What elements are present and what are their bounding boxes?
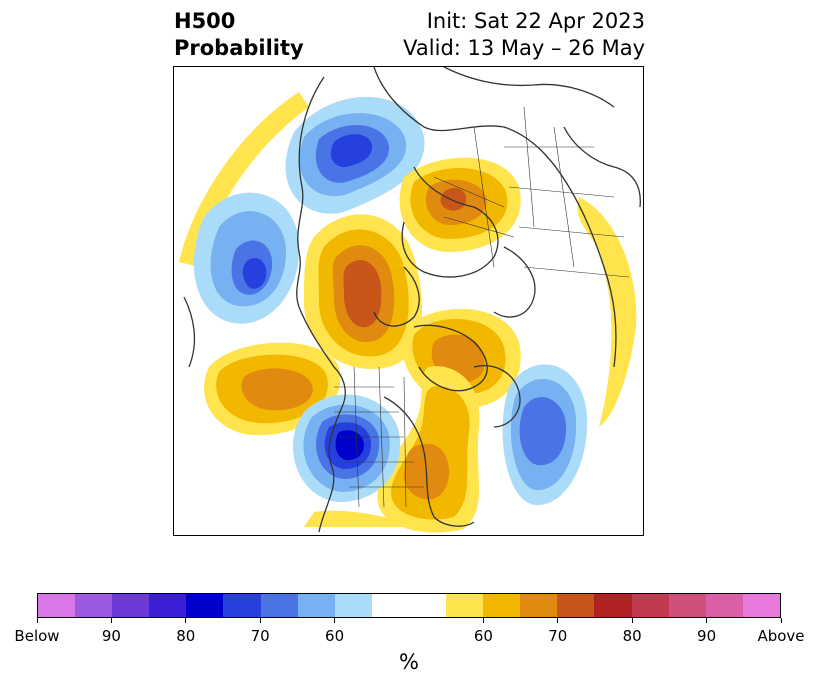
anomaly-below-western-us	[292, 394, 401, 502]
colorbar-tick-label: 80	[622, 627, 642, 645]
colorbar-segment-above-5	[631, 594, 669, 617]
colorbar-tick-label: 70	[548, 627, 568, 645]
colorbar-segment-below-4	[186, 594, 224, 617]
init-date: Init: Sat 22 Apr 2023	[426, 9, 645, 33]
colorbar-segment-below-5	[223, 594, 261, 617]
colorbar-tick-mark	[631, 618, 633, 623]
anomaly-below-pacific	[193, 192, 300, 324]
colorbar-segment-below-6	[260, 594, 298, 617]
colorbar-segment-below-8	[334, 594, 372, 617]
colorbar-tick-label: 80	[176, 627, 196, 645]
anomaly-below-atlantic	[502, 364, 588, 506]
anomaly-above-russia	[399, 157, 521, 252]
colorbar-tick-label: 60	[325, 627, 345, 645]
anomaly-above-55-atlantic-arc	[577, 197, 637, 427]
colorbar-segment-above-1	[483, 594, 521, 617]
valid-range: Valid: 13 May – 26 May	[403, 36, 645, 60]
colorbar-tick-label: 90	[101, 627, 121, 645]
map-edge-gap	[174, 282, 182, 317]
colorbar-segment-below-1	[75, 594, 113, 617]
colorbar-tick-label: Below	[14, 627, 60, 645]
colorbar-segment-below-0	[38, 594, 76, 617]
colorbar-tick-label: 60	[473, 627, 493, 645]
colorbar-tick-mark	[706, 618, 708, 623]
colorbar-tick-mark	[259, 618, 261, 623]
colorbar-tick-mark	[780, 618, 782, 623]
title-type: Probability	[174, 36, 304, 60]
colorbar	[37, 593, 781, 618]
colorbar-segment-above-4	[594, 594, 632, 617]
colorbar-segment-below-2	[112, 594, 150, 617]
colorbar-tick-mark	[482, 618, 484, 623]
colorbar-units-label: %	[399, 650, 419, 674]
colorbar-tick-mark	[185, 618, 187, 623]
colorbar-tick-mark	[557, 618, 559, 623]
chart-title-right: Init: Sat 22 Apr 2023 Valid: 13 May – 26…	[403, 8, 645, 62]
political-borders	[334, 106, 630, 508]
coastlines	[183, 67, 641, 533]
colorbar-segment-above-7	[705, 594, 743, 617]
anomaly-below-siberia	[285, 96, 425, 214]
colorbar-tick-label: Above	[757, 627, 805, 645]
title-variable: H500	[174, 9, 236, 33]
colorbar-segment-below-7	[297, 594, 335, 617]
colorbar-tick-mark	[36, 618, 38, 623]
colorbar-segment-above-0	[446, 594, 484, 617]
colorbar-tick-label: 90	[697, 627, 717, 645]
colorbar-segment-above-2	[520, 594, 558, 617]
colorbar-tick-mark	[334, 618, 336, 623]
colorbar-segment-neutral	[371, 594, 447, 617]
map-canvas	[174, 67, 641, 533]
colorbar-tick-mark	[110, 618, 112, 623]
colorbar-segment-above-3	[557, 594, 595, 617]
probability-map	[173, 66, 644, 536]
chart-title-left: H500 Probability	[174, 8, 304, 62]
colorbar-segment-above-6	[668, 594, 706, 617]
colorbar-segment-above-8	[742, 594, 780, 617]
colorbar-tick-label: 70	[250, 627, 270, 645]
colorbar-segment-below-3	[149, 594, 187, 617]
